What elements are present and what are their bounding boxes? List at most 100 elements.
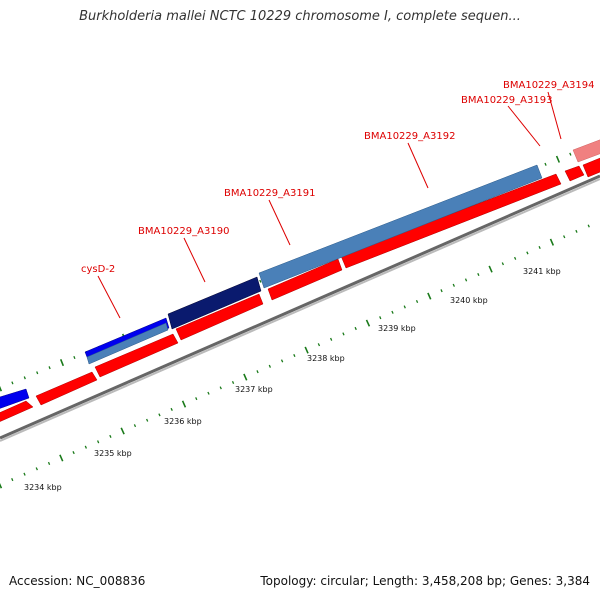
minor-tick — [259, 279, 262, 283]
minor-tick — [477, 272, 480, 277]
minor-tick — [146, 418, 149, 422]
forward-gene-track — [0, 154, 600, 426]
major-tick — [304, 346, 309, 354]
kbp-label: 3234 kbp — [24, 483, 62, 492]
minor-tick — [342, 332, 345, 336]
forward-gene-arrow[interactable] — [340, 173, 562, 269]
minor-tick — [415, 299, 419, 304]
forward-gene-arrow[interactable] — [564, 165, 585, 182]
backbone-track — [0, 174, 600, 442]
gene-bar-faded[interactable] — [572, 136, 600, 163]
minor-tick — [354, 326, 357, 331]
minor-tick — [403, 305, 406, 309]
forward-gene-arrow[interactable] — [0, 400, 34, 426]
kbp-label: 3235 kbp — [94, 449, 132, 458]
forward-gene-arrow[interactable] — [35, 371, 98, 406]
minor-tick — [48, 366, 51, 370]
callout-line — [407, 142, 429, 189]
kbp-labels: 3234 kbp 3235 kbp 3236 kbp 3237 kbp 3238… — [24, 267, 561, 492]
major-tick — [488, 265, 493, 273]
minor-tick — [569, 152, 572, 156]
forward-gene-arrow[interactable] — [267, 258, 343, 301]
minor-tick — [538, 246, 541, 250]
gene-label-BMA10229_A3194[interactable]: BMA10229_A3194 — [503, 80, 594, 91]
minor-tick — [256, 370, 259, 374]
minor-tick — [317, 343, 321, 347]
major-tick — [0, 385, 3, 392]
topology-text: Topology: circular; Length: 3,458,208 bp… — [260, 574, 590, 588]
callout-line — [183, 237, 206, 283]
kbp-label: 3238 kbp — [307, 354, 345, 363]
minor-tick — [575, 229, 578, 233]
reverse-gene-track — [0, 136, 600, 412]
minor-tick — [72, 451, 75, 455]
callout-line — [507, 105, 541, 147]
minor-tick — [452, 283, 455, 287]
minor-tick — [23, 472, 26, 476]
minor-tick — [195, 397, 198, 401]
minor-tick — [563, 235, 566, 239]
minor-tick — [219, 386, 222, 390]
minor-tick — [280, 359, 284, 363]
kbp-label: 3240 kbp — [450, 296, 488, 305]
major-tick — [181, 400, 187, 408]
minor-tick — [330, 337, 333, 341]
major-tick — [59, 359, 65, 367]
gene-bar-blue[interactable] — [0, 388, 30, 412]
callout-line — [547, 91, 562, 140]
callout-line — [268, 199, 291, 246]
kbp-label: 3241 kbp — [523, 267, 561, 276]
minor-tick — [11, 381, 14, 385]
backbone-shadow — [0, 178, 600, 442]
minor-tick — [587, 224, 590, 228]
major-tick — [243, 373, 248, 381]
kbp-label: 3237 kbp — [235, 385, 273, 394]
forward-gene-arrow[interactable] — [94, 333, 179, 378]
minor-tick — [170, 407, 173, 411]
map-title: Burkholderia mallei NCTC 10229 chromosom… — [79, 9, 521, 24]
gene-label-BMA10229_A3191[interactable]: BMA10229_A3191 — [224, 188, 315, 199]
minor-tick — [133, 424, 137, 428]
major-tick — [365, 319, 371, 327]
gene-label-BMA10229_A3190[interactable]: BMA10229_A3190 — [138, 226, 229, 237]
major-tick — [549, 238, 555, 246]
major-tick — [120, 427, 125, 435]
minor-tick — [35, 467, 38, 471]
forward-gene-arrow[interactable] — [175, 293, 264, 341]
minor-tick — [11, 478, 14, 482]
gene-label-BMA10229_A3192[interactable]: BMA10229_A3192 — [364, 131, 455, 142]
lower-tick-track — [0, 224, 590, 489]
minor-tick — [47, 461, 51, 465]
minor-tick — [464, 278, 468, 282]
minor-tick — [293, 353, 296, 358]
major-tick — [0, 483, 3, 489]
gene-bar-light-blue[interactable] — [86, 322, 169, 365]
callout-line — [97, 275, 121, 319]
minor-tick — [391, 310, 394, 314]
minor-tick — [544, 162, 547, 166]
minor-tick — [514, 256, 517, 260]
backbone-line — [0, 174, 600, 440]
minor-tick — [97, 440, 100, 444]
minor-tick — [23, 376, 26, 380]
minor-tick — [207, 391, 210, 395]
accession-text: Accession: NC_008836 — [9, 574, 146, 588]
kbp-label: 3236 kbp — [164, 417, 202, 426]
forward-gene-arrow[interactable] — [582, 154, 600, 178]
gene-callouts: cysD-2 BMA10229_A3190 BMA10229_A3191 BMA… — [81, 80, 594, 319]
minor-tick — [84, 445, 87, 449]
gene-label-cysD-2[interactable]: cysD-2 — [81, 264, 115, 275]
gene-bar-light-blue[interactable] — [258, 164, 543, 289]
minor-tick — [268, 364, 271, 368]
gene-label-BMA10229_A3193[interactable]: BMA10229_A3193 — [461, 95, 552, 106]
kbp-label: 3239 kbp — [378, 324, 416, 333]
minor-tick — [109, 434, 112, 438]
gene-bar-navy[interactable] — [167, 276, 262, 330]
major-tick — [59, 454, 64, 462]
minor-tick — [231, 380, 235, 384]
major-tick — [555, 155, 561, 163]
minor-tick — [158, 413, 161, 417]
minor-tick — [379, 316, 382, 320]
major-tick — [427, 292, 432, 300]
